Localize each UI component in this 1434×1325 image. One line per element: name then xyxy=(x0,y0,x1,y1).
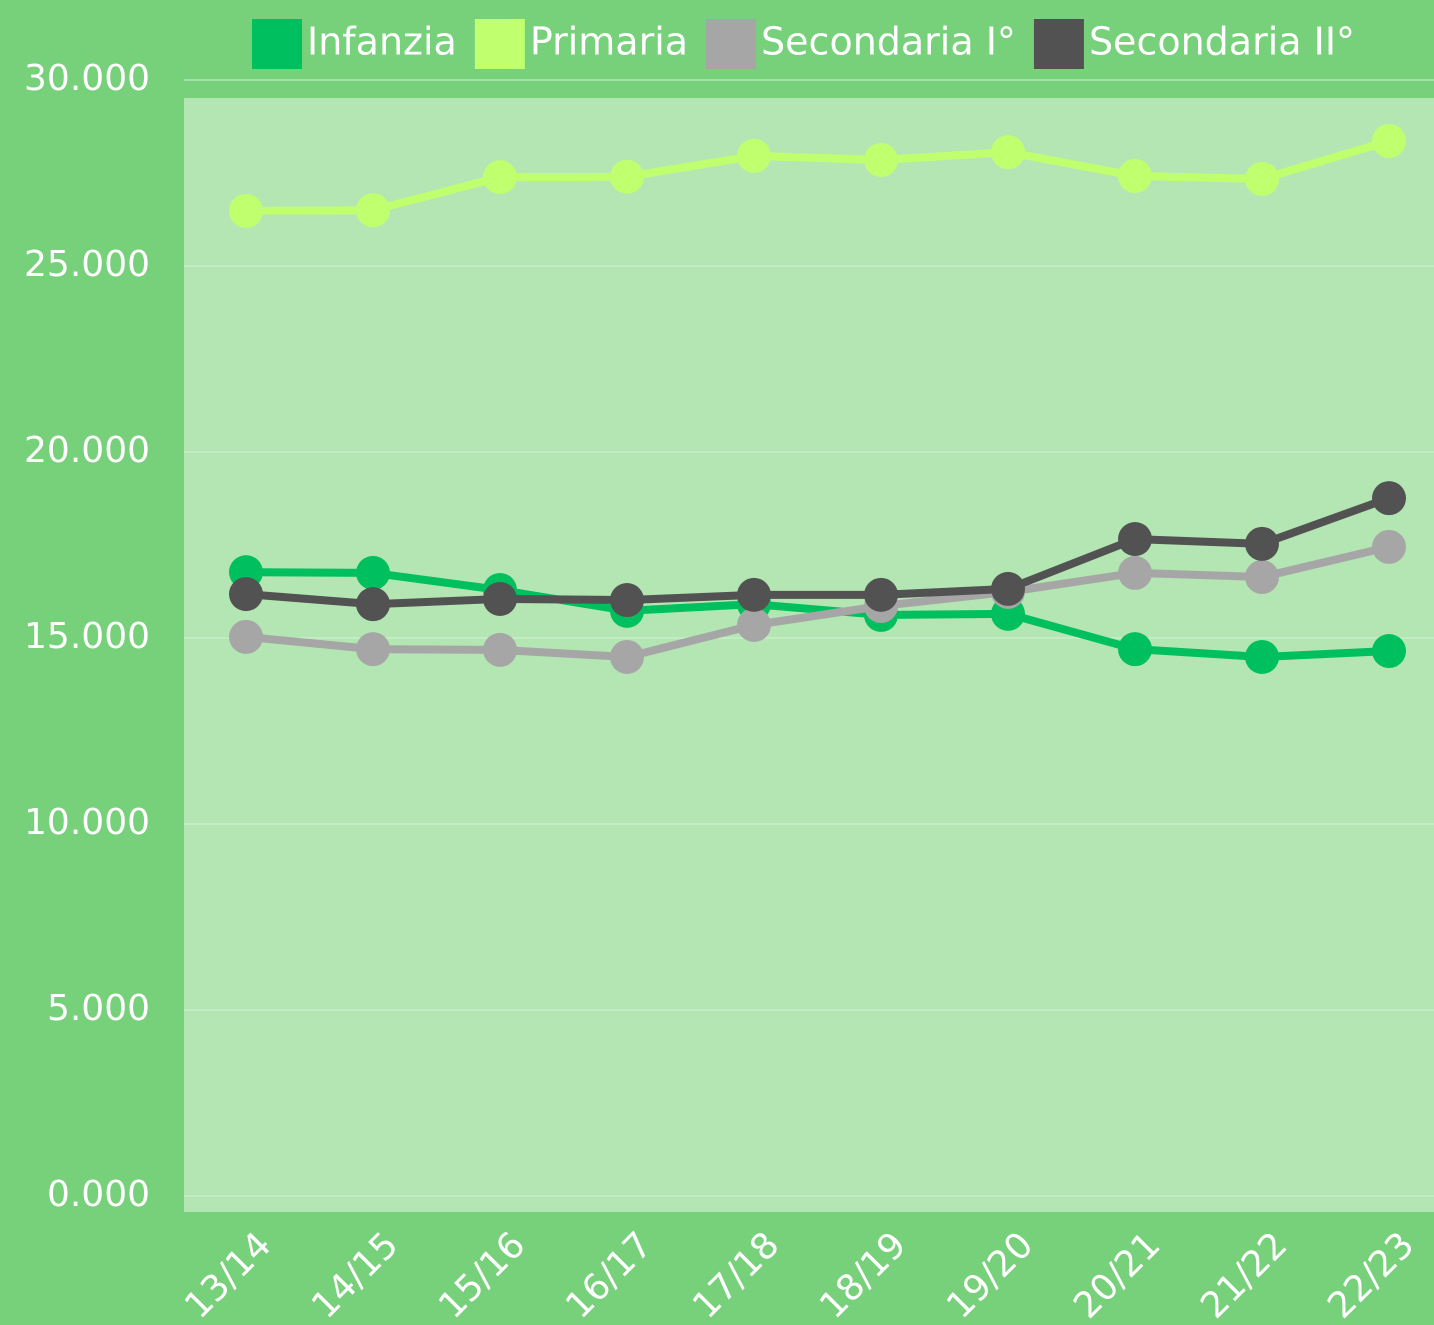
point xyxy=(864,577,898,612)
series-line xyxy=(245,137,1391,215)
legend-swatch xyxy=(706,19,757,69)
point xyxy=(1118,555,1152,590)
x-tick-label: 19/20 xyxy=(939,1224,1041,1325)
point xyxy=(1118,522,1152,557)
series-line xyxy=(245,542,1390,661)
y-tick-label: 10.000 xyxy=(24,802,150,843)
x-tick-label: 16/17 xyxy=(558,1224,660,1325)
point xyxy=(1118,158,1152,193)
point xyxy=(1245,526,1279,561)
y-tick-label: 25.000 xyxy=(24,244,150,285)
point xyxy=(1118,632,1152,667)
point xyxy=(483,581,517,616)
series-line xyxy=(245,568,1390,661)
point xyxy=(483,632,517,667)
y-tick-label: 5.000 xyxy=(47,988,150,1029)
point xyxy=(991,135,1025,170)
point xyxy=(1372,481,1406,516)
point xyxy=(610,159,644,194)
legend-swatch xyxy=(1033,19,1084,69)
point xyxy=(356,632,390,667)
y-tick-label: 20.000 xyxy=(24,430,150,471)
legend-label: Secondaria I° xyxy=(761,20,1016,64)
point xyxy=(1245,639,1279,674)
x-tick-label: 13/14 xyxy=(177,1224,279,1325)
point xyxy=(1372,124,1406,159)
point xyxy=(229,577,263,612)
x-tick-label: 21/22 xyxy=(1193,1224,1295,1325)
x-tick-label: 15/16 xyxy=(431,1224,533,1325)
legend-label: Primaria xyxy=(530,20,688,64)
x-tick-label: 20/21 xyxy=(1066,1224,1168,1325)
point xyxy=(610,639,644,674)
point xyxy=(483,160,517,195)
point xyxy=(1245,161,1279,196)
legend-label: Infanzia xyxy=(307,20,457,64)
x-tick-label: 18/19 xyxy=(812,1224,914,1325)
y-tick-label: 15.000 xyxy=(24,616,150,657)
point xyxy=(610,583,644,618)
point xyxy=(737,138,771,173)
legend-swatch xyxy=(474,19,525,69)
y-tick-label: 30.000 xyxy=(24,58,150,99)
x-tick-label: 17/18 xyxy=(685,1224,787,1325)
point xyxy=(1245,559,1279,594)
point xyxy=(991,571,1025,606)
y-tick-label: 0.000 xyxy=(47,1174,150,1215)
point xyxy=(864,142,898,177)
legend-label: Secondaria II° xyxy=(1089,20,1355,64)
legend-swatch xyxy=(252,19,302,69)
point xyxy=(737,607,771,642)
x-tick-label: 14/15 xyxy=(304,1224,406,1325)
point xyxy=(356,555,390,590)
point xyxy=(1372,529,1406,564)
series-line xyxy=(245,494,1391,609)
point xyxy=(737,577,771,612)
point xyxy=(229,193,263,228)
point xyxy=(356,587,390,622)
point xyxy=(356,193,390,228)
point xyxy=(1372,634,1406,669)
x-tick-label: 22/23 xyxy=(1320,1224,1422,1325)
point xyxy=(229,619,263,654)
